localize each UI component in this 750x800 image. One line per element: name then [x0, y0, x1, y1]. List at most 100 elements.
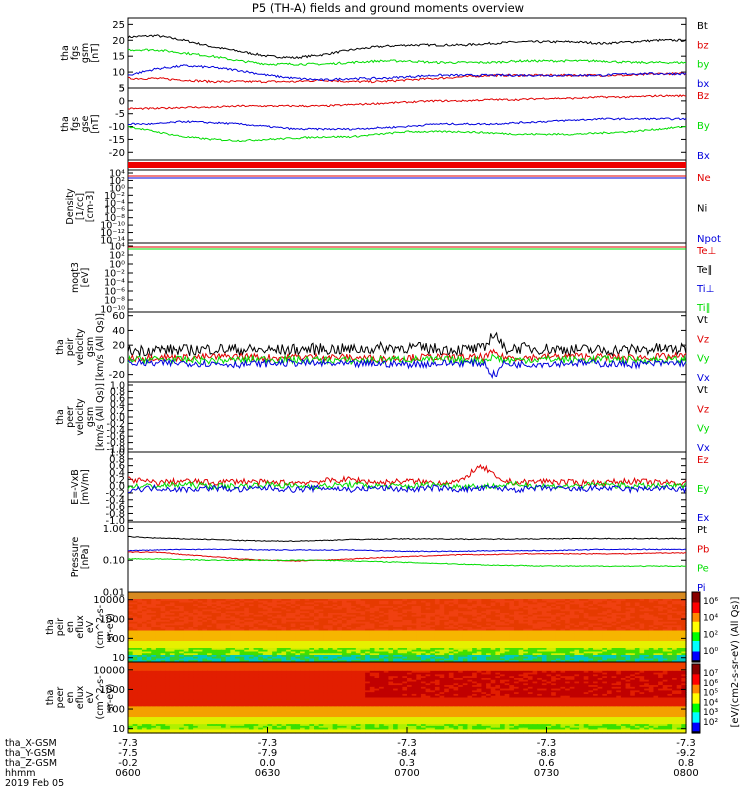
spectrogram-cell	[309, 648, 315, 651]
spectrogram-cell	[207, 637, 213, 640]
spectrogram-cell	[207, 611, 213, 614]
spectrogram-cell	[188, 649, 194, 653]
spectrogram-cell	[225, 653, 231, 656]
spectrogram-cell	[160, 635, 166, 639]
spectrogram-cell	[337, 637, 343, 640]
spectrogram-cell	[579, 599, 585, 602]
spectrogram-cell	[644, 656, 650, 660]
spectrogram-cell	[472, 611, 478, 614]
spectrogram-cell	[593, 658, 599, 661]
spectrogram-cell	[225, 621, 231, 625]
spectrogram-cell	[476, 609, 482, 612]
spectrogram-cell	[272, 639, 278, 642]
spectrogram-cell	[290, 635, 296, 639]
spectrogram-cell	[625, 599, 631, 602]
spectrogram-cell	[355, 632, 362, 635]
spectrogram-cell	[644, 644, 650, 647]
spectrogram-cell	[230, 634, 236, 637]
y-tick-label: 0.4	[110, 400, 125, 411]
spectrogram-cell	[383, 642, 389, 646]
spectrogram-cell	[560, 614, 566, 618]
spectrogram-cell	[639, 648, 645, 651]
spectrogram-cell	[327, 623, 334, 626]
spectrogram-cell	[472, 595, 478, 598]
spectrogram-cell	[541, 653, 548, 656]
spectrogram-cell	[141, 651, 148, 654]
spectrogram-cell	[583, 595, 589, 598]
spectrogram-cell	[634, 637, 641, 640]
spectrogram-cell	[132, 595, 138, 598]
spectrogram-cell	[128, 658, 134, 661]
spectrogram-cell	[295, 623, 301, 626]
spectrogram-cell	[281, 620, 287, 623]
spectrogram-cell	[323, 646, 329, 649]
spectrogram-cell	[360, 607, 366, 611]
spectrogram-cell	[318, 649, 324, 653]
spectrogram-cell	[211, 653, 217, 656]
spectrogram-cell	[518, 634, 524, 637]
spectrogram-cell	[332, 651, 338, 654]
spectrogram-cell	[234, 623, 241, 626]
spectrogram-cell	[193, 607, 199, 611]
spectrogram-cell	[128, 604, 134, 607]
spectrogram-cell	[169, 649, 176, 653]
spectrogram-cell	[128, 625, 134, 628]
spectrogram-cell	[500, 592, 506, 595]
spectrogram-cell	[355, 607, 362, 611]
y-tick-label: -1.0	[105, 516, 125, 527]
spectrogram-cell	[165, 606, 171, 609]
spectrogram-cell	[355, 593, 362, 597]
spectrogram-cell	[141, 606, 148, 609]
spectrogram-cell	[383, 592, 389, 595]
spectrogram-cell	[290, 651, 296, 654]
spectrogram-cell	[276, 607, 283, 611]
spectrogram-cell	[527, 639, 534, 642]
spectrogram-cell	[286, 621, 292, 625]
spectrogram-cell	[355, 644, 362, 647]
spectrogram-cell	[202, 616, 208, 619]
spectrogram-cell	[448, 613, 455, 616]
spectrogram-cell	[351, 616, 357, 619]
spectrogram-cell	[286, 648, 292, 651]
spectrogram-cell	[606, 637, 613, 640]
spectrogram-cell	[667, 625, 673, 628]
spectrogram-cell	[211, 628, 217, 632]
spectrogram-cell	[481, 655, 487, 658]
y-axis-label: [eV]	[80, 268, 91, 288]
spectrogram-cell	[439, 611, 445, 614]
spectrogram-cell	[513, 597, 520, 600]
spectrogram-cell	[434, 641, 441, 644]
y-tick-label: -5	[115, 109, 125, 120]
y-tick-label: 1.0	[109, 448, 125, 459]
spectrogram-cell	[560, 595, 566, 598]
spectrogram-cell	[151, 625, 157, 628]
spectrogram-cell	[290, 620, 296, 623]
spectrogram-cell	[504, 642, 510, 646]
spectrogram-cell	[569, 614, 575, 618]
spectrogram-cell	[318, 630, 324, 633]
spectrogram-cell	[137, 602, 143, 605]
spectrogram-cell	[388, 607, 394, 611]
spectrogram-cell	[355, 604, 362, 607]
spectrogram-cell	[513, 616, 520, 619]
spectrogram-cell	[230, 616, 236, 619]
spectrogram-cell	[472, 600, 478, 604]
spectrogram-cell	[128, 634, 134, 637]
spectrogram-cell	[314, 642, 320, 646]
spectrogram-cell	[272, 644, 278, 647]
spectrogram-cell	[221, 658, 227, 661]
spectrogram-cell	[411, 641, 417, 644]
spectrogram-cell	[407, 613, 413, 616]
spectrogram-cell	[658, 641, 664, 644]
spectrogram-cell	[546, 630, 552, 633]
spectrogram-cell	[527, 655, 534, 658]
spectrogram-cell	[430, 637, 436, 640]
spectrogram-cell	[606, 655, 613, 658]
spectrogram-cell	[648, 632, 655, 635]
spectrogram-cell	[620, 642, 627, 646]
spectrogram-cell	[230, 606, 236, 609]
spectrogram-cell	[407, 618, 413, 621]
spectrogram-cell	[458, 628, 464, 632]
series-line	[127, 94, 687, 111]
spectrogram-cell	[393, 625, 399, 628]
